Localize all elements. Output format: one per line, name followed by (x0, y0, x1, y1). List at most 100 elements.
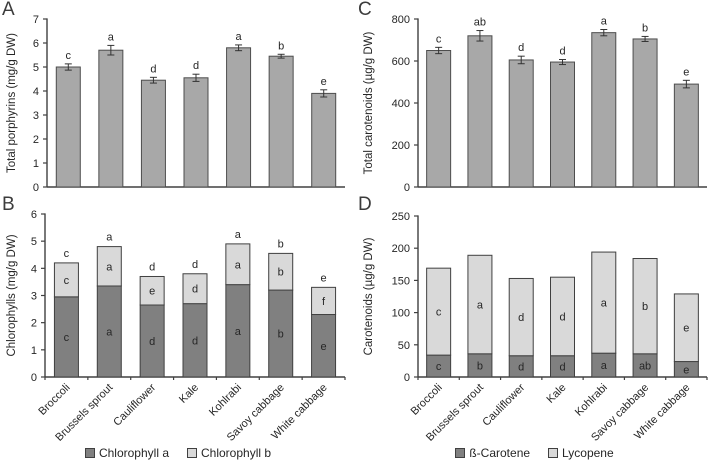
segment-letter: d (559, 361, 565, 373)
bar-segment-lycopene-savoy-cabbage (632, 258, 658, 355)
bar-kale (550, 61, 575, 188)
segment-letter: e (149, 286, 155, 298)
legend-carotenoids: ß-Carotene Lycopene (356, 446, 713, 460)
x-axis-label-cauliflower: Cauliflower (480, 381, 527, 428)
bar-chart-total-porphyrins: 0 1 2 3 4 5 6 7 Total porphyrins (mg/g DW) c a d d a b… (6, 14, 345, 194)
segment-letter: e (683, 364, 689, 376)
bar-segment-chlorophyll-a-kale (182, 303, 208, 378)
y-tick-label: 1 (31, 345, 37, 357)
sig-letter: e (321, 272, 327, 284)
segment-letter: a (106, 261, 113, 273)
x-axis-label-kohlrabi: Kohlrabi (573, 382, 610, 419)
legend-label-chlorophyll-b: Chlorophyll b (201, 446, 272, 460)
panel-letter-c: C (358, 0, 372, 20)
sig-letter: b (278, 238, 284, 250)
bar-savoy-cabbage (268, 55, 294, 188)
segment-letter: a (235, 259, 242, 271)
segment-letter: c (64, 275, 70, 287)
stacked-bar-chart-carotenoids: 0 50 100 150 200 250 Carotenoids (µg/g DW) c c Br… (363, 211, 708, 444)
y-tick-label: 800 (392, 14, 410, 26)
legend-entry-beta-carotene: ß-Carotene (455, 446, 530, 460)
y-tick-label: 6 (33, 38, 39, 50)
y-tick-label: 1 (33, 158, 39, 170)
bar-brussels-sprout (98, 49, 124, 188)
bar-segment-lycopene-cauliflower (508, 277, 534, 357)
bar-broccoli (55, 66, 81, 188)
segment-letter: a (477, 300, 484, 312)
segment-letter: a (106, 326, 113, 338)
y-tick-label: 4 (33, 86, 39, 98)
segment-letter: c (436, 361, 442, 373)
panel-a-total-porphyrins: A 0 1 2 3 4 5 6 7 Total porphyrins (mg/g DW) c a d d… (0, 0, 356, 195)
segment-letter: d (192, 335, 198, 347)
y-tick-label: 0 (404, 372, 410, 384)
sig-letter: e (683, 66, 689, 78)
bar-segment-chlorophyll-b-white-cabbage (311, 286, 337, 316)
y-tick-label: 0 (33, 182, 39, 194)
bar-white-cabbage (311, 92, 337, 188)
panel-b-chlorophylls: B 0 1 2 3 4 5 6 Chlorophylls (mg/g DW) c c c Brocco… (0, 194, 356, 447)
y-tick-label: 600 (392, 56, 410, 68)
y-tick-label: 6 (31, 209, 37, 221)
segment-letter: b (278, 267, 284, 279)
sig-letter: ab (474, 17, 486, 29)
bar-segment-lycopene-kale (550, 276, 575, 357)
bar-savoy-cabbage (632, 38, 658, 188)
bar-segment-chlorophyll-b-kohlrabi (225, 243, 251, 286)
chlorophyll-a-swatch-icon (84, 448, 95, 458)
segment-letter: e (683, 323, 689, 335)
sig-letter: d (193, 60, 199, 72)
segment-letter: b (278, 329, 284, 341)
bar-segment-lycopene-brussels-sprout (467, 254, 493, 355)
bar-white-cabbage (673, 83, 699, 188)
bar-brussels-sprout (467, 35, 493, 188)
panel-letter-b: B (2, 194, 15, 215)
segment-letter: a (235, 326, 242, 338)
segment-letter: b (642, 301, 648, 313)
segment-letter: f (322, 296, 326, 308)
segment-letter: b (477, 360, 483, 372)
bar-segment-chlorophyll-a-broccoli (53, 296, 79, 378)
y-tick-label: 4 (31, 263, 37, 275)
bar-segment-lycopene-white-cabbage (673, 293, 699, 363)
y-axis-title: Total porphyrins (mg/g DW) (6, 33, 18, 173)
bar-chart-total-carotenoids: 0 200 400 600 800 Total carotenoids (µg/g DW)… (363, 14, 707, 194)
y-tick-label: 0 (31, 372, 37, 384)
sig-letter: c (436, 33, 442, 45)
y-tick-label: 100 (392, 308, 410, 320)
bar-segment-chlorophyll-b-broccoli (53, 262, 79, 298)
segment-letter: c (436, 307, 442, 319)
y-tick-label: 150 (392, 275, 410, 287)
panel-letter-a: A (2, 0, 15, 20)
sig-letter: c (66, 50, 72, 62)
x-axis-label-kale: Kale (545, 382, 569, 406)
sig-letter: d (150, 63, 156, 75)
panel-letter-d: D (358, 194, 372, 215)
y-tick-label: 200 (392, 140, 410, 152)
y-tick-label: 50 (398, 340, 410, 352)
segment-letter: a (601, 360, 608, 372)
y-tick-label: 7 (33, 14, 39, 26)
panel-c-total-carotenoids: C 0 200 400 600 800 Total carotenoids (µg/g D… (356, 0, 713, 195)
bar-segment-chlorophyll-b-cauliflower (139, 275, 165, 306)
bar-segment-chlorophyll-b-savoy-cabbage (268, 252, 294, 291)
segment-letter: d (559, 311, 565, 323)
panel-d-carotenoids: D 0 50 100 150 200 250 Carotenoids (µg/g DW) c c… (356, 194, 713, 447)
segment-letter: d (518, 361, 524, 373)
segment-letter: ab (639, 360, 651, 372)
sig-letter: e (321, 76, 327, 88)
y-tick-label: 5 (31, 236, 37, 248)
y-tick-label: 0 (404, 182, 410, 194)
bar-cauliflower (508, 59, 534, 188)
legend-label-lycopene: Lycopene (562, 446, 614, 460)
x-axis-label-kohlrabi: Kohlrabi (207, 382, 244, 419)
y-tick-label: 200 (392, 243, 410, 255)
bar-kale (183, 77, 209, 188)
segment-letter: d (192, 284, 198, 296)
y-axis-title: Carotenoids (µg/g DW) (363, 237, 375, 355)
legend-chlorophylls: Chlorophyll a Chlorophyll b (0, 446, 356, 460)
bar-segment-lycopene-broccoli (426, 267, 452, 356)
y-tick-label: 2 (31, 318, 37, 330)
sig-letter: d (149, 261, 155, 273)
